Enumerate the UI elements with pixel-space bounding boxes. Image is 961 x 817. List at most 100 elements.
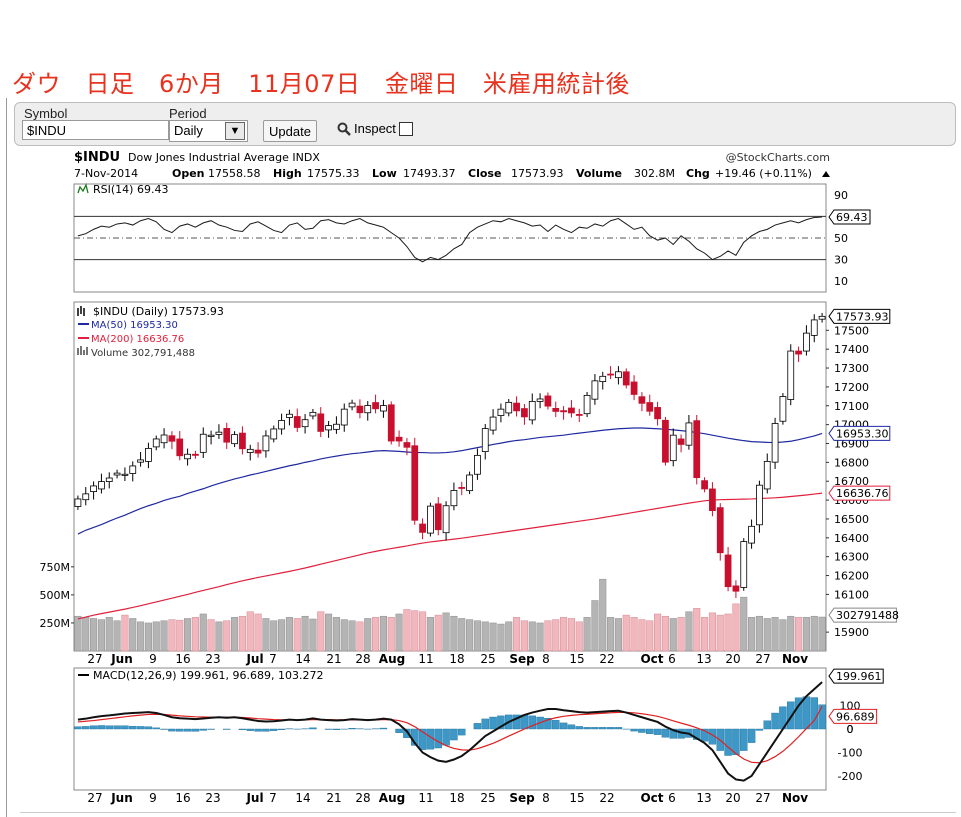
candle-body: [481, 428, 489, 452]
volume-bar: [129, 618, 137, 652]
macd-histogram-bar: [638, 728, 646, 733]
candle-body: [732, 585, 740, 592]
candle-body: [701, 480, 708, 490]
high-value: 17575.33: [307, 167, 360, 180]
macd-histogram-bar: [818, 704, 826, 730]
x-tick-label: Jul: [245, 652, 263, 666]
volume-bar: [795, 617, 803, 652]
update-button[interactable]: Update: [263, 120, 317, 142]
x-tick-label: 15: [569, 652, 584, 666]
period-select[interactable]: Daily ▼: [169, 120, 248, 142]
macd-signal-last-value-box: [828, 708, 878, 724]
macd-histogram-bar: [395, 728, 403, 733]
left-divider: [6, 98, 7, 817]
candle-body: [787, 350, 795, 400]
candle-body: [270, 428, 278, 440]
candle-body: [521, 408, 528, 418]
chevron-down-icon[interactable]: ▼: [225, 122, 245, 140]
price-tick-label: 16200: [834, 570, 869, 583]
volume-bar: [544, 620, 552, 652]
rsi-tick-label: 10: [834, 275, 848, 288]
macd-histogram-bar: [732, 728, 740, 756]
macd-line: [77, 681, 823, 782]
macd-histogram-bar: [693, 728, 701, 740]
candle-body: [685, 422, 693, 446]
volume-tick-label: 250M: [40, 617, 71, 630]
volume-bar: [215, 621, 223, 652]
macd-histogram-bar: [270, 728, 278, 731]
x-tick-label-bottom: 16: [175, 791, 190, 805]
candle-body: [427, 505, 434, 534]
candle-body: [709, 488, 716, 512]
candle-body: [803, 332, 810, 352]
candle-body: [301, 419, 309, 428]
candle-body: [333, 423, 340, 430]
high-label: High: [273, 167, 302, 180]
x-tick-label: 21: [326, 652, 341, 666]
volume-bar: [473, 620, 481, 652]
volume-bar: [176, 619, 184, 652]
x-tick-label: 22: [599, 652, 614, 666]
x-tick-label-bottom: 27: [755, 791, 770, 805]
ma200-last-value-box: [828, 485, 891, 501]
symbol-input[interactable]: [22, 120, 169, 140]
volume-bar: [575, 621, 583, 652]
x-tick-label: 11: [418, 652, 433, 666]
volume-bar: [113, 620, 121, 652]
candle-body: [662, 419, 669, 463]
rsi-line: [77, 216, 823, 263]
volume-bar: [262, 618, 270, 652]
price-tick-label: 16300: [834, 551, 869, 564]
volume-bar: [638, 619, 646, 652]
x-tick-label-bottom: 21: [326, 791, 341, 805]
volume-bar: [309, 618, 317, 652]
volume-bar: [583, 617, 591, 652]
up-arrow-icon: [822, 171, 830, 177]
candle-body: [740, 541, 748, 588]
x-tick-label-bottom: 8: [542, 791, 550, 805]
candle-body: [552, 407, 560, 412]
volume-bar: [82, 617, 90, 652]
candle-body: [607, 373, 614, 376]
candle-body: [779, 396, 787, 422]
x-tick-label: 28: [355, 652, 370, 666]
inspect-checkbox[interactable]: [398, 121, 413, 136]
macd-legend: MACD(12,26,9) 199.961, 96.689, 103.272: [93, 669, 324, 682]
candle-body: [98, 481, 105, 490]
open-label: Open: [172, 167, 205, 180]
volume-bar: [779, 619, 787, 652]
volume-bar: [763, 618, 771, 652]
macd-histogram-bar: [747, 728, 756, 743]
inspect-toggle[interactable]: Inspect: [337, 121, 413, 136]
candle-body: [489, 416, 497, 431]
candle-body: [356, 405, 364, 414]
volume-value: 302.8M: [634, 167, 675, 180]
volume-bar: [285, 617, 293, 652]
macd-histogram-bar: [442, 728, 450, 746]
candle-body: [207, 434, 215, 437]
candle-body: [716, 507, 724, 554]
macd-histogram-bar: [168, 728, 176, 732]
x-tick-label: 27: [755, 652, 770, 666]
candle-body: [215, 431, 223, 435]
volume-bar: [591, 600, 599, 652]
candle-body: [599, 375, 607, 383]
candle-body: [771, 423, 779, 463]
candle-body: [223, 427, 231, 443]
period-label: Period: [169, 106, 207, 121]
quote-date: 7-Nov-2014: [74, 167, 138, 180]
macd-histogram-bar: [191, 728, 200, 732]
candle-body: [74, 498, 82, 507]
macd-histogram-bar: [810, 697, 818, 730]
macd-histogram-bar: [309, 727, 317, 730]
candle-body: [192, 453, 199, 456]
macd-histogram-bar: [559, 722, 568, 730]
volume-bar: [536, 622, 544, 652]
volume-bar: [168, 619, 176, 652]
candle-body: [630, 381, 638, 395]
volume-bar: [301, 615, 309, 652]
candle-body: [654, 407, 661, 420]
macd-histogram-bar: [418, 728, 427, 750]
volume-legend: Volume 302,791,488: [91, 348, 195, 359]
candle-body: [419, 523, 426, 533]
